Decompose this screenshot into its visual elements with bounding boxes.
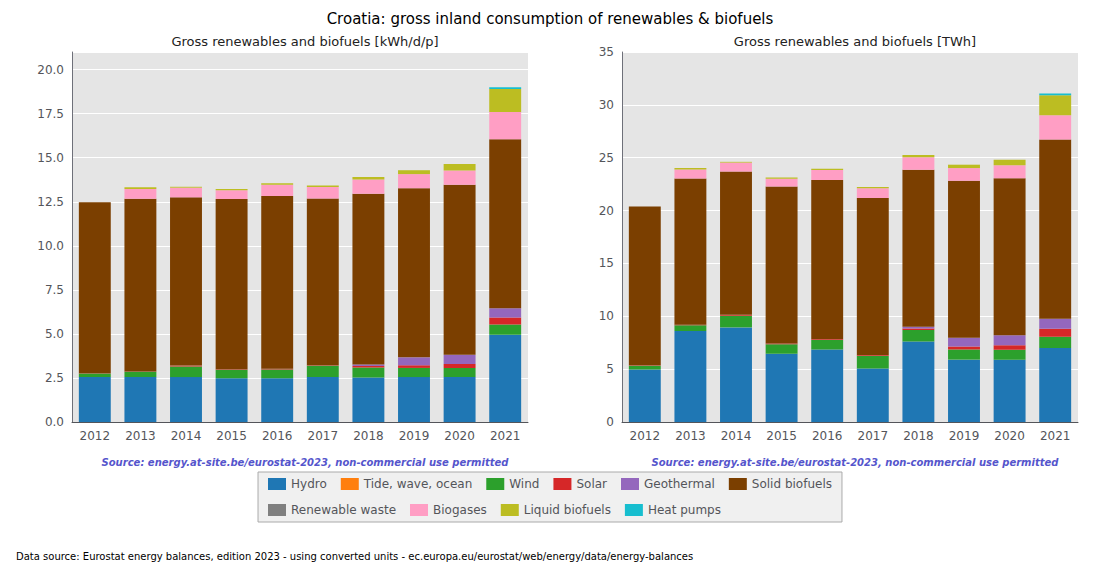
svg-text:2012: 2012 xyxy=(80,429,111,443)
svg-text:Liquid biofuels: Liquid biofuels xyxy=(524,503,611,517)
svg-text:2015: 2015 xyxy=(766,429,797,443)
svg-text:15: 15 xyxy=(599,256,614,270)
svg-text:Croatia: gross inland consumpt: Croatia: gross inland consumption of ren… xyxy=(327,10,774,28)
svg-text:Tide, wave, ocean: Tide, wave, ocean xyxy=(363,477,473,491)
svg-text:2019: 2019 xyxy=(399,429,430,443)
svg-text:30: 30 xyxy=(599,98,614,112)
svg-text:2016: 2016 xyxy=(262,429,293,443)
svg-text:Wind: Wind xyxy=(509,477,539,491)
svg-text:Solid biofuels: Solid biofuels xyxy=(752,477,832,491)
svg-text:10.0: 10.0 xyxy=(37,239,64,253)
svg-text:2014: 2014 xyxy=(171,429,202,443)
svg-text:5: 5 xyxy=(606,362,614,376)
svg-text:Gross renewables and biofuels: Gross renewables and biofuels [kWh/d/p] xyxy=(171,34,438,49)
svg-text:Gross renewables and biofuels: Gross renewables and biofuels [TWh] xyxy=(734,34,976,49)
svg-text:17.5: 17.5 xyxy=(37,107,64,121)
svg-text:2020: 2020 xyxy=(994,429,1025,443)
svg-text:15.0: 15.0 xyxy=(37,151,64,165)
svg-text:12.5: 12.5 xyxy=(37,195,64,209)
svg-text:0.0: 0.0 xyxy=(45,415,64,429)
svg-text:35: 35 xyxy=(599,45,614,59)
svg-text:2019: 2019 xyxy=(949,429,980,443)
svg-text:Heat pumps: Heat pumps xyxy=(648,503,721,517)
svg-text:2018: 2018 xyxy=(353,429,384,443)
svg-text:2015: 2015 xyxy=(216,429,247,443)
svg-text:Solar: Solar xyxy=(576,477,607,491)
svg-text:2014: 2014 xyxy=(721,429,752,443)
svg-text:Biogases: Biogases xyxy=(433,503,487,517)
svg-text:7.5: 7.5 xyxy=(45,283,64,297)
svg-text:2013: 2013 xyxy=(125,429,156,443)
svg-text:5.0: 5.0 xyxy=(45,327,64,341)
svg-text:Renewable waste: Renewable waste xyxy=(291,503,396,517)
svg-text:2012: 2012 xyxy=(630,429,661,443)
svg-text:20: 20 xyxy=(599,204,614,218)
svg-text:2016: 2016 xyxy=(812,429,843,443)
svg-text:2.5: 2.5 xyxy=(45,371,64,385)
svg-text:Data source: Eurostat energy b: Data source: Eurostat energy balances, e… xyxy=(16,551,693,562)
svg-text:Source: energy.at-site.be/euro: Source: energy.at-site.be/eurostat-2023,… xyxy=(102,457,510,468)
svg-text:2021: 2021 xyxy=(1040,429,1071,443)
svg-text:25: 25 xyxy=(599,151,614,165)
svg-text:2017: 2017 xyxy=(858,429,889,443)
svg-text:20.0: 20.0 xyxy=(37,63,64,77)
svg-text:2020: 2020 xyxy=(444,429,475,443)
svg-text:2013: 2013 xyxy=(675,429,706,443)
svg-text:Hydro: Hydro xyxy=(291,477,327,491)
svg-text:Geothermal: Geothermal xyxy=(644,477,715,491)
svg-text:2018: 2018 xyxy=(903,429,934,443)
svg-text:0: 0 xyxy=(606,415,614,429)
svg-text:Source: energy.at-site.be/euro: Source: energy.at-site.be/eurostat-2023,… xyxy=(652,457,1060,468)
svg-text:2017: 2017 xyxy=(308,429,339,443)
svg-text:10: 10 xyxy=(599,309,614,323)
svg-text:2021: 2021 xyxy=(490,429,521,443)
